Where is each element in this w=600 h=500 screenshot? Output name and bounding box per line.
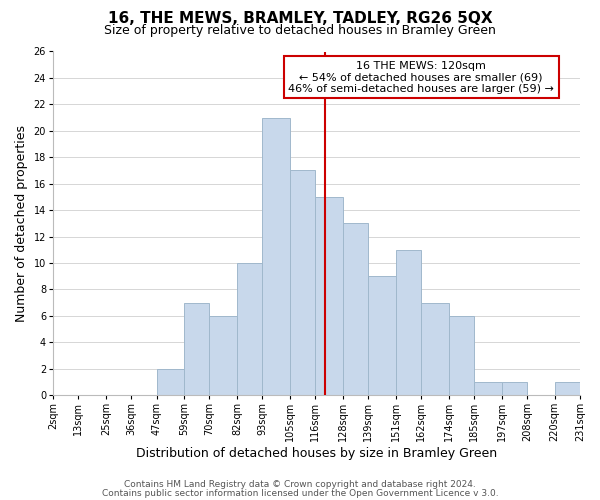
Y-axis label: Number of detached properties: Number of detached properties (15, 125, 28, 322)
Bar (262, 118, 290, 395)
Bar (421, 302, 449, 395)
Text: Size of property relative to detached houses in Bramley Green: Size of property relative to detached ho… (104, 24, 496, 37)
Bar (237, 263, 262, 395)
Text: Contains public sector information licensed under the Open Government Licence v : Contains public sector information licen… (101, 488, 499, 498)
Text: Contains HM Land Registry data © Crown copyright and database right 2024.: Contains HM Land Registry data © Crown c… (124, 480, 476, 489)
Bar (396, 250, 421, 395)
Bar (290, 170, 316, 395)
Bar (502, 382, 527, 395)
Bar (368, 276, 396, 395)
Bar (449, 316, 474, 395)
Bar (184, 302, 209, 395)
Bar (474, 382, 502, 395)
Text: 16 THE MEWS: 120sqm
← 54% of detached houses are smaller (69)
46% of semi-detach: 16 THE MEWS: 120sqm ← 54% of detached ho… (288, 61, 554, 94)
Bar (316, 197, 343, 395)
Bar (554, 382, 580, 395)
X-axis label: Distribution of detached houses by size in Bramley Green: Distribution of detached houses by size … (136, 447, 497, 460)
Bar (209, 316, 237, 395)
Bar (343, 224, 368, 395)
Bar (157, 368, 184, 395)
Text: 16, THE MEWS, BRAMLEY, TADLEY, RG26 5QX: 16, THE MEWS, BRAMLEY, TADLEY, RG26 5QX (107, 11, 493, 26)
